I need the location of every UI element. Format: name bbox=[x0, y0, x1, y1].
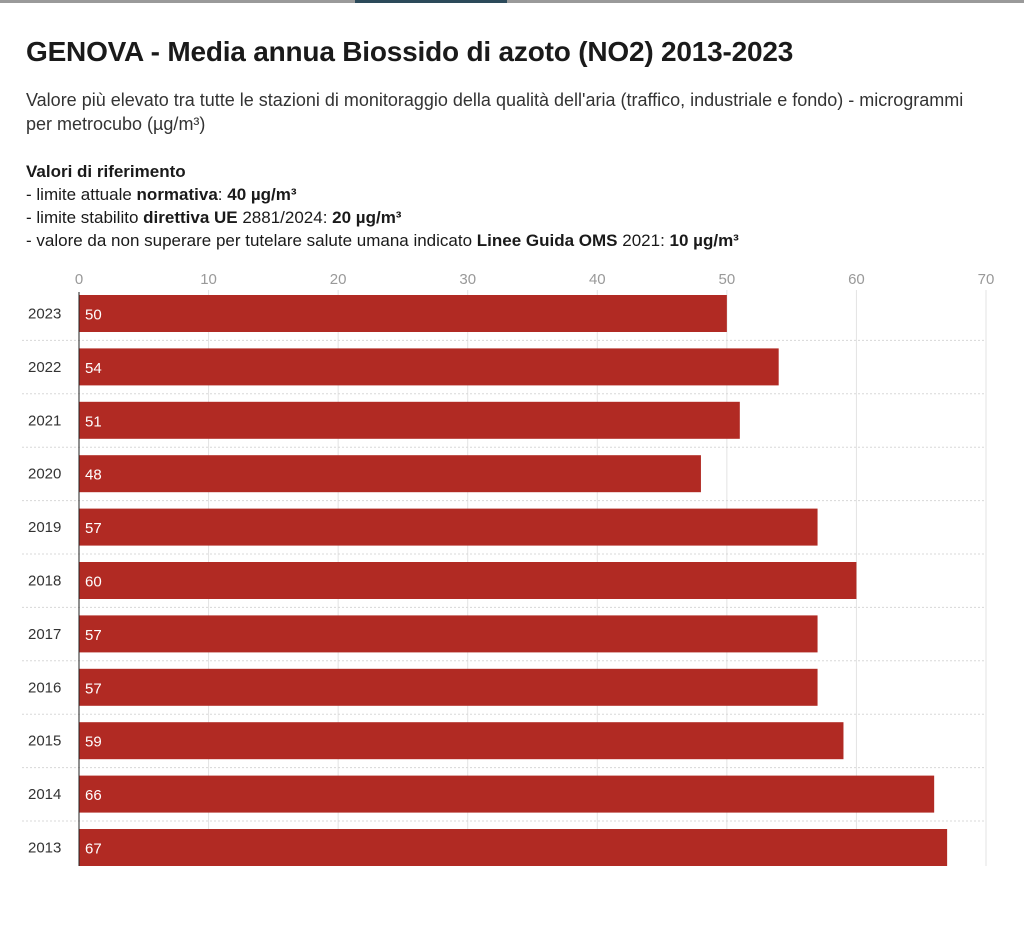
bar-value-label: 59 bbox=[85, 734, 102, 751]
bar bbox=[79, 508, 818, 546]
x-tick-label: 40 bbox=[589, 271, 606, 288]
x-tick-label: 0 bbox=[75, 271, 83, 288]
reference-values: Valori di riferimento - limite attuale n… bbox=[26, 160, 739, 252]
bar bbox=[79, 401, 740, 439]
y-category-label: 2020 bbox=[28, 466, 61, 483]
bar bbox=[79, 455, 701, 493]
x-tick-label: 70 bbox=[978, 271, 995, 288]
y-category-label: 2023 bbox=[28, 306, 61, 323]
chart-title: GENOVA - Media annua Biossido di azoto (… bbox=[26, 36, 794, 67]
bar-value-label: 48 bbox=[85, 467, 102, 484]
bar bbox=[79, 348, 779, 386]
x-tick-label: 30 bbox=[459, 271, 476, 288]
x-tick-label: 10 bbox=[200, 271, 217, 288]
bar-value-label: 60 bbox=[85, 574, 102, 591]
bar bbox=[79, 562, 857, 599]
y-category-label: 2015 bbox=[28, 733, 61, 750]
y-category-label: 2014 bbox=[28, 786, 61, 803]
y-category-label: 2013 bbox=[28, 840, 61, 857]
y-category-label: 2018 bbox=[28, 573, 61, 590]
bar bbox=[79, 295, 727, 332]
bar bbox=[79, 829, 948, 866]
bar-value-label: 57 bbox=[85, 680, 102, 697]
y-category-label: 2017 bbox=[28, 626, 61, 643]
bar bbox=[79, 775, 935, 813]
chart-subtitle: Valore più elevato tra tutte le stazioni… bbox=[26, 90, 964, 134]
x-tick-label: 50 bbox=[719, 271, 736, 288]
top-bar-accent bbox=[355, 0, 507, 3]
y-category-label: 2019 bbox=[28, 519, 61, 536]
x-tick-label: 60 bbox=[848, 271, 865, 288]
top-bar bbox=[0, 0, 1024, 3]
bar-value-label: 67 bbox=[85, 841, 102, 858]
bar-value-label: 51 bbox=[85, 413, 102, 430]
x-tick-label: 20 bbox=[330, 271, 347, 288]
reference-line-2: - limite stabilito direttiva UE 2881/202… bbox=[26, 208, 402, 227]
bar bbox=[79, 722, 844, 760]
bar-value-label: 54 bbox=[85, 360, 102, 377]
bar-value-label: 50 bbox=[85, 307, 102, 324]
y-category-label: 2022 bbox=[28, 359, 61, 376]
reference-line-1: - limite attuale normativa: 40 µg/m³ bbox=[26, 185, 297, 204]
bar bbox=[79, 615, 818, 653]
y-category-label: 2016 bbox=[28, 679, 61, 696]
reference-heading: Valori di riferimento bbox=[26, 162, 186, 181]
y-category-label: 2021 bbox=[28, 412, 61, 429]
reference-line-3: - valore da non superare per tutelare sa… bbox=[26, 231, 739, 250]
bar bbox=[79, 668, 818, 706]
bar-value-label: 66 bbox=[85, 787, 102, 804]
bar-value-label: 57 bbox=[85, 627, 102, 644]
bar-value-label: 57 bbox=[85, 520, 102, 537]
